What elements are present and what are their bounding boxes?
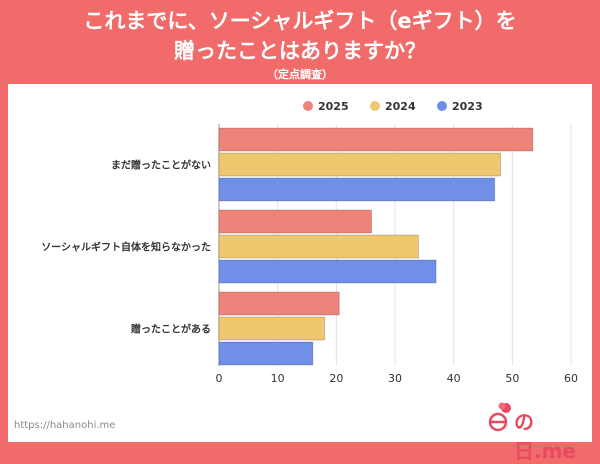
category-label-1: ソーシャルギフト自体を知らなかった: [41, 241, 211, 254]
footer-url: https://hahanohi.me: [14, 420, 116, 431]
bar-2025-0: [218, 127, 534, 152]
bar-2025-1: [218, 209, 373, 234]
x-tick-label-30: 30: [388, 372, 402, 385]
x-tick-label-0: 0: [216, 372, 223, 385]
title-line-1: これまでに、ソーシャルギフト（eギフト）を: [83, 9, 517, 33]
category-label-2: 贈ったことがある: [131, 323, 211, 336]
chart-title: これまでに、ソーシャルギフト（eギフト）を 贈ったことはありますか？: [0, 6, 600, 66]
bar-2024-2: [218, 316, 326, 341]
bar-2025-2: [218, 291, 340, 316]
chart-panel: 0 10 20 30 40 50 60 2025 2024 2023 まだ贈ったことがないソーシャル…: [8, 84, 592, 442]
bar-2024-1: [218, 234, 419, 259]
legend-label-2024: 2024: [385, 100, 416, 113]
x-tick-label-10: 10: [271, 372, 285, 385]
legend-marker-2025: [303, 101, 313, 111]
hahanohi-logo: の日.me: [484, 400, 584, 463]
bar-2023-0: [218, 177, 496, 202]
legend-marker-2024: [370, 101, 380, 111]
chart-subtitle: （定点調査）: [267, 68, 333, 81]
bar-2023-1: [218, 259, 437, 284]
x-tick-label-20: 20: [329, 372, 343, 385]
carnation-icon: [488, 402, 511, 432]
category-label-0: まだ贈ったことがない: [111, 159, 211, 172]
legend-label-2025: 2025: [318, 100, 349, 113]
logo-text: の日.me: [514, 410, 577, 463]
bar-chart: 0 10 20 30 40 50 60 2025 2024 2023 まだ贈ったことがないソーシャル…: [41, 100, 578, 385]
x-tick-label-60: 60: [564, 372, 578, 385]
bar-2024-0: [218, 152, 502, 177]
title-line-2: 贈ったことはありますか？: [174, 39, 426, 63]
x-tick-label-40: 40: [447, 372, 461, 385]
bar-2023-2: [218, 341, 314, 366]
legend-marker-2023: [437, 101, 447, 111]
legend-label-2023: 2023: [452, 100, 483, 113]
x-tick-label-50: 50: [505, 372, 519, 385]
